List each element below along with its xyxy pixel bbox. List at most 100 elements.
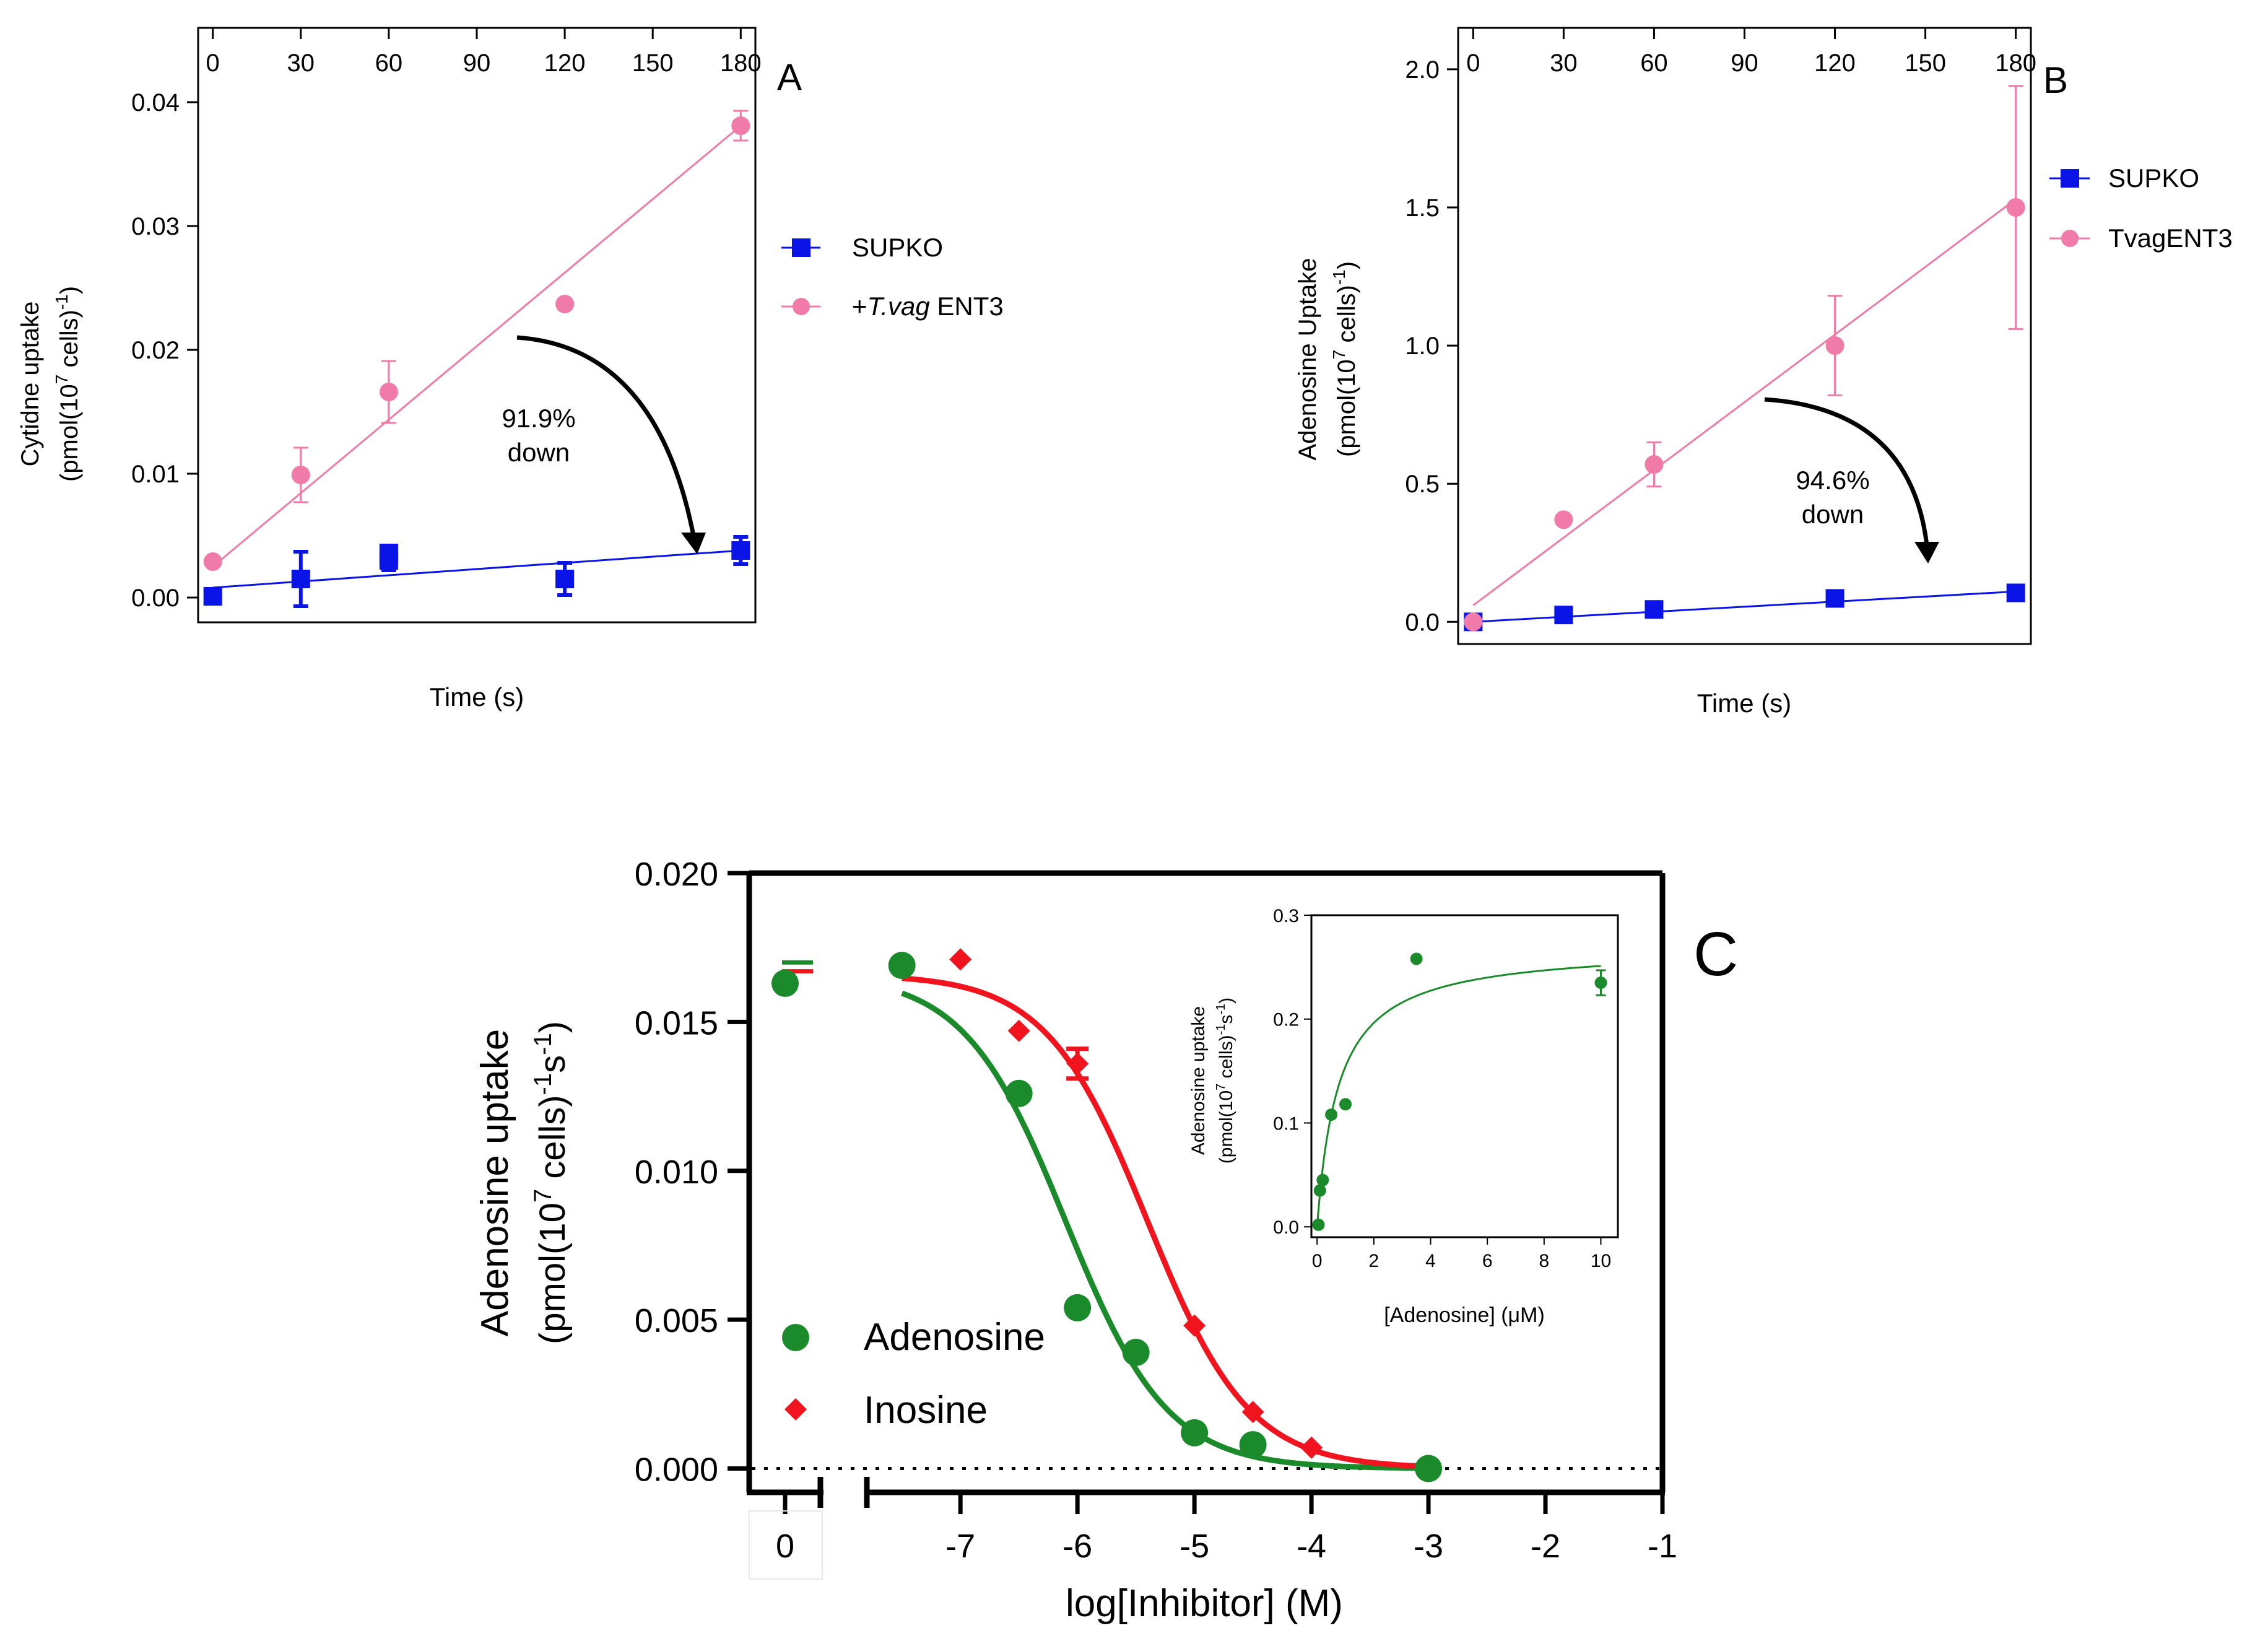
y-tick-label: 0.02 [131, 337, 180, 364]
data-point-pink [731, 116, 750, 135]
fit-curve-green [901, 990, 1427, 1471]
y-tick-label: 1.5 [1405, 194, 1440, 222]
data-point-green [1005, 1079, 1033, 1107]
panel-c-y-axis: 0.000 0.005 0.010 0.015 0.020 [635, 856, 749, 1489]
panel-a-plot-area [203, 110, 750, 608]
y-tick-label: 0.010 [635, 1154, 718, 1191]
y-tick-label: 0.04 [131, 89, 180, 116]
y-tick-label: 0.020 [635, 856, 718, 893]
inset-data-point [1594, 977, 1607, 990]
y-tick-label: 2.0 [1405, 56, 1440, 84]
panel-b-arrowhead [1914, 542, 1939, 563]
data-point-green [1415, 1455, 1443, 1482]
data-point-blue [203, 587, 222, 606]
fit-line-pink [1472, 198, 2017, 606]
data-point-blue [379, 544, 398, 562]
panel-b-annotation-line2: down [1802, 500, 1864, 529]
legend-b-supko-marker [2061, 169, 2079, 188]
x-tick-label: 90 [1731, 50, 1758, 77]
x-tick-label: -1 [1648, 1528, 1677, 1565]
data-point-blue [2006, 583, 2025, 603]
x-tick-label: 180 [1995, 50, 2036, 77]
data-point-red [1300, 1436, 1323, 1459]
panel-c-legend: Adenosine Inosine [782, 1316, 1045, 1432]
x-tick-label: -3 [1414, 1528, 1443, 1565]
panel-b-letter: B [2043, 59, 2068, 101]
inset-data-point [1339, 1098, 1352, 1111]
y-tick-label: 0.01 [131, 461, 180, 488]
legend-b-ent3-label: TvagENT3 [2108, 224, 2233, 253]
panel-a-y-label: Cytidne uptake [17, 302, 44, 467]
x-tick-label: 90 [463, 50, 491, 77]
panel-c-letter: C [1693, 920, 1738, 989]
panel-a-legend: SUPKO +T.vag ENT3 [781, 233, 1004, 321]
data-point-pink [291, 466, 310, 484]
panel-b-plot-area [1464, 85, 2025, 632]
inset-x-tick-label: 0 [1312, 1251, 1323, 1271]
panel-b-legend: SUPKO TvagENT3 [2049, 163, 2233, 253]
inset-x-tick-label: 10 [1591, 1251, 1611, 1271]
panel-a-arrowhead [681, 533, 706, 554]
data-point-pink [1645, 455, 1664, 474]
panel-b-arrow [1764, 397, 1929, 546]
x-tick-label: 0 [206, 50, 220, 77]
panel-a-arrow [516, 335, 696, 536]
data-point-blue [291, 570, 310, 588]
y-tick-label: 0.000 [635, 1451, 718, 1489]
legend-b-ent3-marker [2061, 230, 2079, 247]
data-point-green [1239, 1431, 1267, 1459]
panel-b-y-label: Adenosine Uptake [1294, 258, 1321, 461]
x-tick-label: 60 [375, 50, 403, 77]
data-point-green-control [771, 969, 799, 997]
x-tick-label: 60 [1640, 50, 1668, 77]
data-point-blue [1554, 606, 1573, 625]
data-point-pink [555, 295, 575, 313]
panel-a-x-label: Time (s) [430, 682, 524, 711]
data-point-pink [203, 552, 222, 571]
inset-y-tick-label: 0.0 [1273, 1217, 1299, 1238]
legend-c-adenosine-marker [782, 1324, 809, 1351]
inset-x-label: [Adenosine] (μM) [1384, 1303, 1545, 1327]
legend-c-inosine-marker [784, 1398, 807, 1421]
panel-c-x-label: log[Inhibitor] (M) [1066, 1582, 1343, 1625]
data-point-green [1064, 1294, 1092, 1321]
inset-plot-area [1312, 952, 1607, 1231]
panel-a-y-axis: 0.00 0.01 0.02 0.03 0.04 [131, 89, 198, 612]
panel-b-annotation-line1: 94.6% [1796, 466, 1869, 495]
data-point-red [1007, 1019, 1030, 1042]
inset-y-tick-label: 0.3 [1273, 906, 1299, 926]
fit-line-pink [212, 124, 742, 568]
x-tick-label: 30 [1550, 50, 1578, 77]
inset-data-point [1313, 1184, 1326, 1197]
panel-a-annotation-line1: 91.9% [502, 404, 575, 433]
legend-a-supko-label: SUPKO [852, 233, 943, 262]
data-point-pink [1825, 336, 1844, 355]
fit-curve-red [902, 975, 1427, 1469]
inset-y-label-units: (pmol(107 cells)-1s-1) [1214, 998, 1236, 1164]
data-point-green [888, 952, 916, 980]
inset-y-label: Adenosine uptake [1188, 1006, 1209, 1155]
inset-fit-curve [1316, 965, 1601, 1227]
x-tick-label: 0 [1466, 50, 1480, 77]
data-point-blue [1825, 589, 1844, 608]
x-tick-label: -5 [1180, 1528, 1209, 1565]
panel-a-letter: A [777, 56, 802, 98]
x-tick-label: -4 [1297, 1528, 1326, 1565]
inset-x-axis: 0 2 4 6 8 10 [1312, 1237, 1611, 1271]
y-tick-label: 0.0 [1405, 609, 1440, 636]
panel-c-y-label-units: (pmol(107 cells)-1s-1) [529, 1021, 573, 1344]
y-tick-label: 0.015 [635, 1004, 718, 1042]
panel-a: A 0.000.010.020.030.04 0 30 60 90 120 150 180 … [17, 27, 1004, 711]
inset-data-point [1312, 1218, 1325, 1231]
inset-y-axis: 0.0 0.1 0.2 0.3 [1273, 906, 1311, 1238]
panel-b-y-axis: 0.0 0.5 1.0 1.5 2.0 [1405, 56, 1458, 636]
legend-c-inosine-label: Inosine [864, 1389, 988, 1432]
inset-x-tick-label: 6 [1482, 1251, 1493, 1271]
x-tick-label: -2 [1531, 1528, 1560, 1565]
panel-b-x-axis: 0 30 60 90 120 150 180 [1466, 28, 2036, 77]
inset-data-point [1325, 1108, 1338, 1121]
data-point-red [1066, 1052, 1089, 1075]
panel-c-y-label: Adenosine uptake [474, 1029, 516, 1336]
inset-data-point [1410, 952, 1423, 965]
